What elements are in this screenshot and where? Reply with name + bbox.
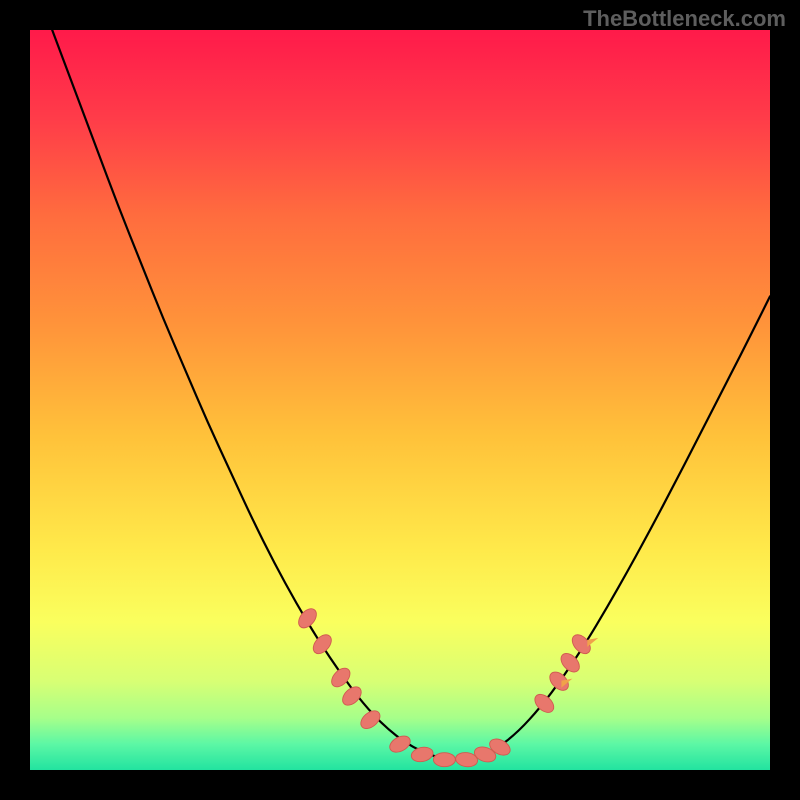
chart-svg: [0, 0, 800, 800]
watermark-text: TheBottleneck.com: [583, 6, 786, 32]
plot-gradient-background: [30, 30, 770, 770]
chart-frame: TheBottleneck.com: [0, 0, 800, 800]
data-marker-left-7: [433, 753, 455, 767]
